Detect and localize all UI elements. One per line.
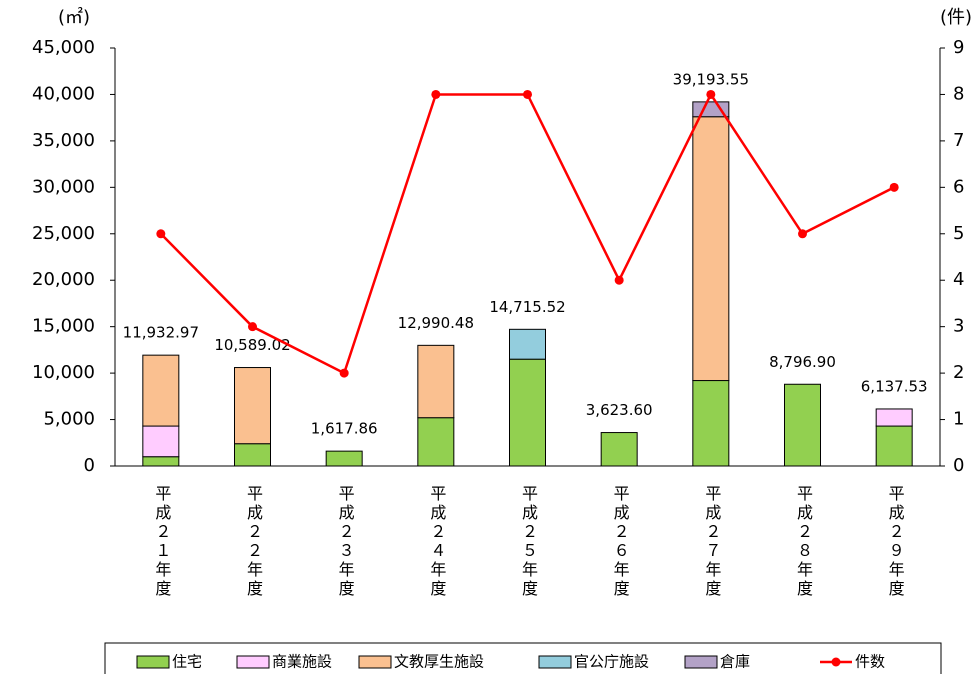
legend-label: 文教厚生施設: [394, 653, 484, 671]
legend-point: [831, 657, 841, 667]
line-point: [156, 229, 166, 239]
bar-segment: [509, 358, 546, 467]
x-tick-label: 平成２７年度: [702, 485, 721, 599]
bar-segment: [509, 328, 546, 360]
legend-swatch: [684, 655, 718, 669]
line-point: [248, 322, 257, 332]
data-label: 3,623.60: [586, 401, 653, 419]
data-label: 14,715.52: [489, 298, 565, 316]
bar-segment: [325, 450, 363, 467]
y2-tick-label: 9: [953, 37, 964, 58]
y2-unit: (件): [940, 7, 972, 28]
bar-segment: [875, 425, 913, 467]
line-point: [523, 89, 532, 99]
y-unit: (㎡): [58, 6, 90, 28]
x-tick-label: 平成２８年度: [794, 485, 813, 599]
bar-segment: [784, 383, 821, 467]
data-label: 11,932.97: [123, 324, 199, 342]
bar-segment: [234, 367, 271, 445]
y2-tick-label: 1: [953, 409, 964, 430]
x-tick-label: 平成２４年度: [427, 485, 446, 599]
line-point: [339, 368, 349, 378]
data-label: 10,589.02: [214, 336, 290, 354]
line-point: [798, 229, 807, 239]
legend-swatch: [136, 655, 170, 669]
y-tick-label: 10,000: [32, 362, 95, 383]
bar-segment: [234, 443, 271, 467]
bar-segment: [600, 432, 638, 467]
data-label: 6,137.53: [861, 377, 928, 395]
bar-segment: [692, 116, 730, 382]
bar-segment: [417, 344, 455, 419]
x-tick-label: 平成２３年度: [336, 485, 355, 599]
data-label: 8,796.90: [769, 353, 836, 371]
legend-swatch: [358, 655, 392, 669]
y-tick-label: 0: [84, 455, 95, 476]
y2-tick-label: 0: [953, 455, 964, 476]
y2-tick-label: 3: [953, 316, 964, 337]
x-tick-label: 平成２１年度: [152, 485, 171, 599]
y2-tick-label: 5: [953, 223, 964, 244]
line-point: [431, 89, 441, 99]
data-label: 12,990.48: [398, 314, 474, 332]
bar-segment: [142, 354, 180, 427]
y-tick-label: 40,000: [32, 83, 95, 104]
line-point: [614, 275, 624, 285]
line-point: [889, 182, 899, 192]
y-tick-label: 15,000: [32, 316, 95, 337]
data-label: 1,617.86: [311, 419, 378, 437]
legend-label: 件数: [855, 653, 885, 671]
y-tick-label: 20,000: [32, 269, 95, 290]
y2-tick-label: 4: [953, 269, 964, 290]
y2-tick-label: 2: [953, 362, 964, 383]
y-tick-label: 45,000: [32, 37, 95, 58]
y2-tick-label: 7: [953, 130, 964, 151]
legend-swatch: [236, 655, 270, 669]
y-tick-label: 5,000: [43, 409, 95, 430]
bar-segment: [142, 456, 180, 467]
legend-swatch: [538, 655, 572, 669]
y2-tick-label: 8: [953, 83, 964, 104]
bar-segment: [692, 380, 730, 467]
legend-label: 住宅: [172, 653, 202, 671]
legend-label: 倉庫: [720, 653, 750, 671]
bar-segment: [142, 425, 180, 458]
legend-label: 官公庁施設: [574, 653, 649, 671]
y-tick-label: 35,000: [32, 130, 95, 151]
bar-segment: [875, 408, 913, 427]
legend-box: [104, 642, 942, 674]
bar-segment: [417, 417, 455, 467]
x-tick-label: 平成２２年度: [244, 485, 263, 599]
x-tick-label: 平成２６年度: [611, 485, 630, 599]
data-label: 39,193.55: [673, 70, 749, 88]
y-tick-label: 30,000: [32, 176, 95, 197]
x-tick-label: 平成２５年度: [519, 485, 538, 599]
line-point: [706, 89, 716, 99]
x-tick-label: 平成２９年度: [886, 485, 905, 599]
legend-label: 商業施設: [272, 653, 332, 671]
y2-tick-label: 6: [953, 176, 964, 197]
y-tick-label: 25,000: [32, 223, 95, 244]
